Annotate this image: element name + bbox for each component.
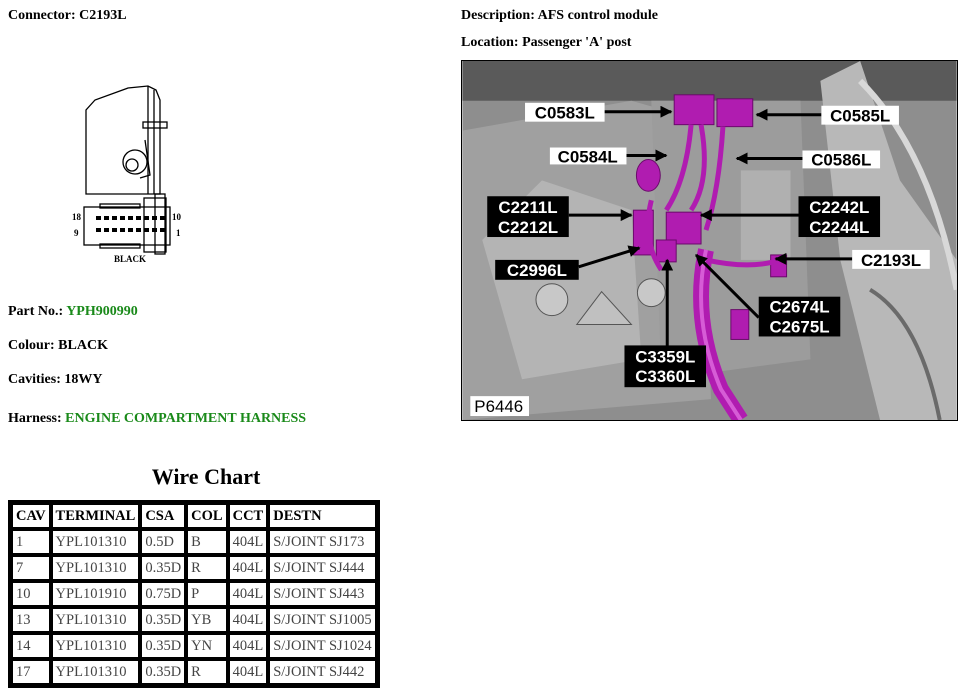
- callout-c2675l: C2675L: [769, 317, 829, 336]
- description-label: Description:: [461, 8, 535, 23]
- table-cell-destn: S/JOINT SJ173: [268, 529, 377, 555]
- table-cell-csa: 0.35D: [140, 555, 187, 581]
- table-cell-csa: 0.75D: [140, 581, 187, 607]
- description-value: AFS control module: [537, 8, 658, 23]
- table-cell-cct: 404L: [227, 659, 269, 685]
- callout-c3359l: C3359L: [635, 347, 695, 366]
- table-cell-col: B: [186, 529, 228, 555]
- connector-drawing: 18 10 9 1 BLACK: [72, 85, 182, 264]
- table-cell-cct: 404L: [227, 555, 269, 581]
- callout-c2242l: C2242L: [809, 198, 869, 217]
- table-cell-destn: S/JOINT SJ443: [268, 581, 377, 607]
- pin-label: 10: [172, 212, 182, 222]
- callout-c3360l: C3360L: [635, 367, 695, 386]
- column-header: CCT: [227, 503, 269, 529]
- table-cell-col: R: [186, 555, 228, 581]
- connector-heading: Connector: C2193L: [8, 8, 127, 24]
- table-cell-terminal: YPL101310: [50, 659, 141, 685]
- colour-value: BLACK: [58, 338, 108, 353]
- column-header: DESTN: [268, 503, 377, 529]
- table-cell-col: R: [186, 659, 228, 685]
- table-row: 13 YPL101310 0.35D YB 404L S/JOINT SJ1005: [11, 607, 377, 633]
- table-cell-col: P: [186, 581, 228, 607]
- table-cell-col: YN: [186, 633, 228, 659]
- table-cell-cav: 10: [11, 581, 51, 607]
- table-cell-cav: 13: [11, 607, 51, 633]
- table-cell-cct: 404L: [227, 633, 269, 659]
- callout-c0585l: C0585L: [830, 107, 890, 126]
- table-row: 1 YPL101310 0.5D B 404L S/JOINT SJ173: [11, 529, 377, 555]
- table-cell-destn: S/JOINT SJ444: [268, 555, 377, 581]
- cavities-value: 18WY: [64, 372, 103, 387]
- pin-label: 1: [176, 228, 181, 238]
- table-cell-csa: 0.35D: [140, 659, 187, 685]
- callout-c2193l: C2193L: [861, 251, 921, 270]
- table-row: 7 YPL101310 0.35D R 404L S/JOINT SJ444: [11, 555, 377, 581]
- table-cell-col: YB: [186, 607, 228, 633]
- table-cell-cct: 404L: [227, 607, 269, 633]
- column-header: COL: [186, 503, 228, 529]
- table-cell-destn: S/JOINT SJ442: [268, 659, 377, 685]
- part-number-label: Part No.:: [8, 304, 64, 319]
- column-header: CAV: [11, 503, 51, 529]
- table-cell-cav: 17: [11, 659, 51, 685]
- location-photo: C0583L C0585L C0584L C0586L C2211L C2212…: [461, 60, 958, 421]
- cavities: Cavities: 18WY: [8, 372, 103, 388]
- callout-c2996l: C2996L: [507, 261, 567, 280]
- wire-chart-table: CAV TERMINAL CSA COL CCT DESTN 1 YPL101310 0.5D…: [8, 500, 380, 688]
- table-cell-terminal: YPL101310: [50, 633, 141, 659]
- table-cell-csa: 0.35D: [140, 633, 187, 659]
- table-cell-cav: 1: [11, 529, 51, 555]
- part-number-link[interactable]: YPH900990: [66, 304, 138, 319]
- table-cell-terminal: YPL101310: [50, 555, 141, 581]
- pin-label: 18: [72, 212, 82, 222]
- wire-chart-title: Wire Chart: [151, 464, 261, 489]
- table-header-row: CAV TERMINAL CSA COL CCT DESTN: [11, 503, 377, 529]
- colour-label: Colour:: [8, 338, 55, 353]
- table-row: 14 YPL101310 0.35D YN 404L S/JOINT SJ1024: [11, 633, 377, 659]
- table-row: 17 YPL101310 0.35D R 404L S/JOINT SJ442: [11, 659, 377, 685]
- table-cell-cav: 7: [11, 555, 51, 581]
- part-number: Part No.: YPH900990: [8, 304, 138, 320]
- connector-value: C2193L: [79, 8, 127, 23]
- callout-c0586l: C0586L: [811, 150, 871, 169]
- pin-label: 9: [74, 228, 79, 238]
- table-cell-cct: 404L: [227, 581, 269, 607]
- table-cell-cct: 404L: [227, 529, 269, 555]
- location: Location: Passenger 'A' post: [461, 35, 631, 51]
- harness: Harness: ENGINE COMPARTMENT HARNESS: [8, 411, 306, 427]
- callout-c0584l: C0584L: [558, 147, 618, 166]
- table-cell-csa: 0.35D: [140, 607, 187, 633]
- photo-id: P6446: [474, 397, 523, 416]
- harness-label: Harness:: [8, 411, 62, 426]
- table-cell-destn: S/JOINT SJ1005: [268, 607, 377, 633]
- location-label: Location:: [461, 35, 519, 50]
- colour-caption: BLACK: [114, 254, 146, 264]
- callout-c2674l: C2674L: [769, 298, 829, 317]
- column-header: TERMINAL: [50, 503, 141, 529]
- column-header: CSA: [140, 503, 187, 529]
- table-row: 10 YPL101910 0.75D P 404L S/JOINT SJ443: [11, 581, 377, 607]
- colour: Colour: BLACK: [8, 338, 108, 354]
- description: Description: AFS control module: [461, 8, 658, 24]
- table-cell-csa: 0.5D: [140, 529, 187, 555]
- cavities-label: Cavities:: [8, 372, 61, 387]
- harness-link[interactable]: ENGINE COMPARTMENT HARNESS: [65, 411, 307, 426]
- table-cell-cav: 14: [11, 633, 51, 659]
- callout-c2212l: C2212L: [498, 218, 558, 237]
- table-cell-terminal: YPL101910: [50, 581, 141, 607]
- table-cell-destn: S/JOINT SJ1024: [268, 633, 377, 659]
- callout-c2211l: C2211L: [498, 198, 557, 217]
- connector-label: Connector:: [8, 8, 76, 23]
- callout-c2244l: C2244L: [809, 218, 869, 237]
- table-cell-terminal: YPL101310: [50, 607, 141, 633]
- table-cell-terminal: YPL101310: [50, 529, 141, 555]
- callout-c0583l: C0583L: [535, 104, 595, 123]
- location-value: Passenger 'A' post: [522, 35, 632, 50]
